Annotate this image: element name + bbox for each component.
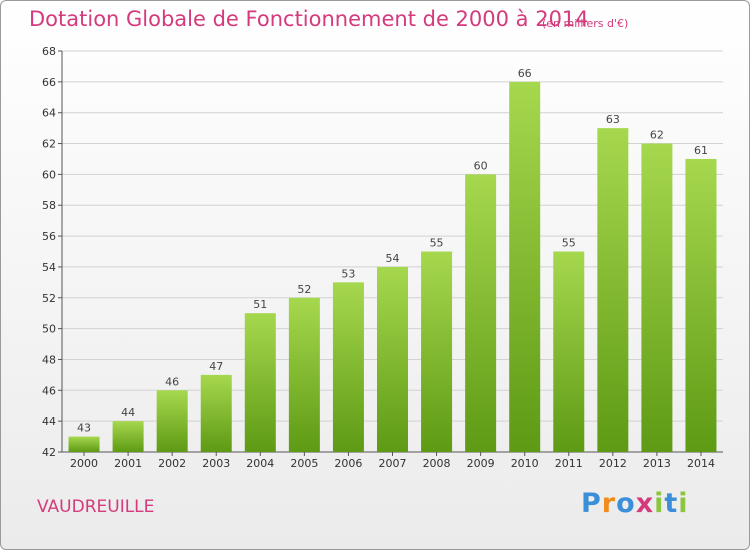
y-tick-label: 66 [42, 76, 56, 89]
chart-unit: (en milliers d'€) [542, 17, 629, 30]
logo-letter: i [678, 488, 689, 519]
x-tick-label: 2013 [643, 457, 671, 470]
x-tick-label: 2005 [290, 457, 318, 470]
bars [68, 81, 717, 453]
bar-value-label: 63 [606, 113, 620, 126]
bar-value-label: 62 [650, 129, 664, 142]
bar-value-label: 47 [209, 360, 223, 373]
bar-value-label: 43 [77, 422, 91, 435]
y-tick-label: 54 [42, 261, 56, 274]
y-tick-label: 50 [42, 323, 56, 336]
commune-name: VAUDREUILLE [37, 497, 155, 517]
x-tick-label: 2009 [467, 457, 495, 470]
y-tick-label: 42 [42, 446, 56, 459]
x-tick-label: 2001 [114, 457, 142, 470]
bar-value-label: 66 [518, 67, 532, 80]
bar [641, 143, 673, 453]
y-tick-label: 44 [42, 415, 56, 428]
bar-value-label: 55 [430, 237, 444, 250]
bar [465, 174, 497, 452]
y-tick-label: 58 [42, 199, 56, 212]
bar [244, 313, 276, 452]
x-tick-label: 2014 [687, 457, 715, 470]
bar-value-label: 46 [165, 375, 179, 388]
bar [597, 128, 629, 452]
y-tick-label: 60 [42, 168, 56, 181]
x-tick-label: 2010 [511, 457, 539, 470]
x-tick-label: 2011 [555, 457, 583, 470]
bar [68, 436, 100, 452]
x-tick-label: 2002 [158, 457, 186, 470]
y-tick-label: 68 [42, 45, 56, 58]
x-tick-label: 2000 [70, 457, 98, 470]
logo-letter: i [654, 488, 665, 519]
bar [156, 390, 188, 452]
bar-value-label: 61 [694, 144, 708, 157]
y-tick-label: 56 [42, 230, 56, 243]
x-tick-label: 2008 [423, 457, 451, 470]
bar [112, 421, 144, 452]
x-tick-label: 2004 [246, 457, 274, 470]
y-tick-label: 64 [42, 107, 56, 120]
bar [553, 251, 585, 452]
bar [200, 374, 232, 452]
logo-letter: t [664, 488, 679, 519]
y-tick-label: 52 [42, 292, 56, 305]
bar [288, 297, 320, 452]
bar [377, 266, 408, 452]
bar-value-label: 54 [386, 252, 400, 265]
bar [685, 158, 717, 452]
x-tick-labels: 2000 2001 2002 2003 2004 2005 2006 2007 2008 2009… [70, 457, 715, 470]
logo-letter: o [616, 488, 636, 519]
y-tick-label: 46 [42, 384, 56, 397]
y-tick-label: 62 [42, 138, 56, 151]
y-tick-labels: 42 44 46 48 50 52 54 56 58 60 62 64 66 68 [42, 45, 56, 459]
bar-value-label: 53 [341, 267, 355, 280]
logo-letter: x [635, 488, 655, 519]
x-tick-label: 2006 [334, 457, 362, 470]
y-tick-label: 48 [42, 353, 56, 366]
bar-value-label: 60 [474, 159, 488, 172]
logo-letter: r [601, 488, 617, 519]
x-tick-label: 2007 [379, 457, 407, 470]
bar-value-label: 55 [562, 237, 576, 250]
logo-letter: P [581, 488, 602, 519]
bar [421, 251, 453, 452]
bar-value-label: 52 [297, 283, 311, 296]
bar-value-label: 51 [253, 298, 267, 311]
bar-value-label: 44 [121, 406, 135, 419]
bar [332, 282, 364, 452]
value-labels: 43 44 46 47 51 52 53 54 55 60 66 55 63 62 61 [77, 67, 708, 435]
x-tick-label: 2003 [202, 457, 230, 470]
proxiti-logo[interactable]: Proxiti [581, 488, 689, 519]
chart-title: Dotation Globale de Fonctionnement de 20… [29, 7, 589, 31]
bar [509, 81, 541, 452]
x-tick-label: 2012 [599, 457, 627, 470]
